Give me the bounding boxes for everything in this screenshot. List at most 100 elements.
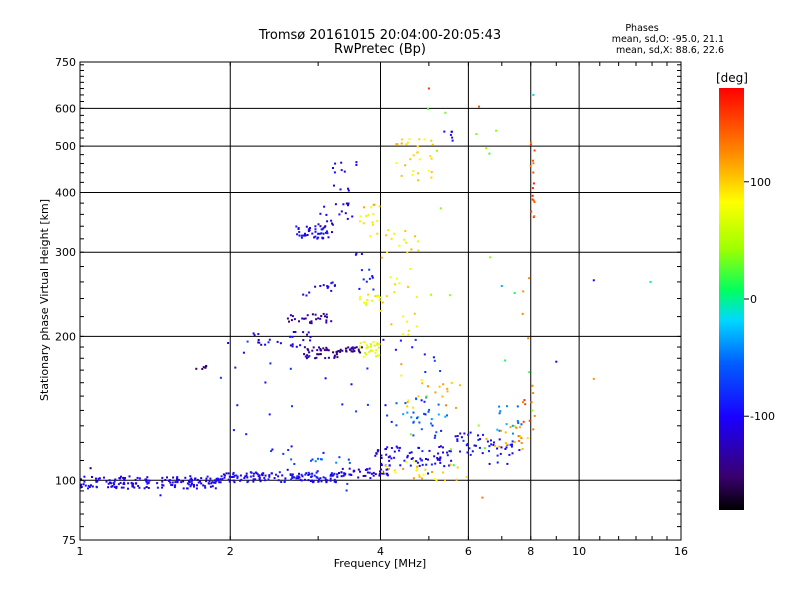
colorbar-tick-label: 0 — [750, 293, 757, 306]
data-point — [327, 356, 330, 359]
data-point — [324, 477, 327, 480]
data-point — [387, 467, 390, 470]
data-point — [161, 483, 164, 486]
data-point — [320, 480, 323, 483]
data-point — [319, 458, 322, 461]
data-point — [510, 445, 513, 448]
data-point — [370, 206, 373, 209]
data-point — [95, 477, 97, 480]
data-point — [308, 355, 311, 357]
data-point — [314, 230, 317, 233]
data-point — [372, 474, 375, 477]
chart-subtitle: RwPretec (Bp) — [334, 42, 426, 57]
data-point — [233, 474, 236, 477]
data-point — [319, 285, 322, 287]
data-point — [335, 350, 338, 353]
data-point — [456, 435, 459, 437]
data-point — [475, 444, 477, 447]
data-point — [430, 139, 433, 142]
data-point — [410, 248, 413, 251]
data-point — [388, 459, 391, 462]
data-point — [419, 457, 422, 460]
data-point — [403, 459, 406, 462]
data-point — [495, 129, 498, 132]
data-point — [135, 482, 138, 485]
data-point — [315, 475, 318, 478]
data-point — [316, 353, 319, 356]
data-point — [399, 464, 402, 467]
data-point — [156, 486, 159, 489]
data-point — [433, 359, 436, 362]
data-point — [434, 391, 437, 394]
data-point — [176, 476, 179, 479]
data-point — [412, 411, 415, 414]
data-point — [398, 282, 401, 285]
data-point — [220, 475, 223, 478]
data-point — [521, 312, 524, 315]
data-point — [330, 282, 333, 285]
data-point — [318, 232, 321, 235]
data-point — [456, 438, 459, 441]
data-point — [311, 232, 314, 235]
data-point — [504, 448, 507, 450]
y-tick-label: 300 — [55, 246, 76, 259]
data-point — [345, 489, 348, 492]
data-point — [436, 149, 438, 152]
data-point — [269, 362, 272, 365]
data-point — [338, 472, 340, 474]
data-point — [171, 481, 174, 484]
data-point — [488, 152, 491, 155]
data-point — [410, 416, 413, 419]
data-point — [424, 468, 427, 471]
data-point — [312, 346, 315, 349]
data-point — [314, 460, 317, 463]
data-point — [350, 383, 353, 386]
data-point — [530, 210, 533, 213]
data-point — [298, 472, 300, 475]
data-point — [428, 408, 431, 411]
data-point — [446, 387, 449, 390]
data-point — [113, 483, 116, 486]
data-point — [197, 481, 200, 484]
y-axis-label: Stationary phase Virtual Height [km] — [38, 199, 51, 401]
colorbar — [719, 88, 744, 510]
data-point — [504, 442, 507, 444]
data-point — [297, 227, 300, 230]
data-point — [498, 445, 501, 448]
data-point — [341, 403, 344, 406]
data-point — [400, 138, 403, 141]
data-point — [532, 93, 535, 96]
data-point — [300, 234, 303, 237]
data-point — [333, 284, 336, 287]
data-point — [532, 199, 535, 202]
data-point — [416, 467, 419, 470]
data-point — [496, 461, 499, 464]
data-point — [441, 395, 444, 398]
data-point — [376, 220, 379, 222]
data-point — [306, 234, 309, 236]
data-point — [326, 479, 329, 482]
data-point — [267, 341, 270, 344]
data-point — [191, 479, 193, 482]
data-point — [305, 294, 308, 297]
data-point — [430, 463, 433, 466]
data-point — [303, 353, 306, 356]
data-point — [365, 344, 368, 347]
data-point — [300, 473, 303, 476]
data-point — [427, 410, 430, 413]
data-point — [435, 479, 438, 481]
data-point — [290, 458, 293, 461]
data-point — [402, 333, 405, 335]
x-tick-label: 6 — [465, 545, 472, 558]
data-point — [517, 435, 520, 438]
data-point — [528, 419, 531, 422]
data-point — [366, 403, 369, 406]
data-point — [367, 293, 370, 296]
data-point — [377, 449, 380, 452]
data-point — [309, 336, 312, 339]
data-point — [310, 476, 313, 478]
data-point — [306, 354, 309, 357]
data-point — [330, 474, 333, 477]
data-point — [377, 295, 380, 298]
data-point — [131, 485, 134, 487]
